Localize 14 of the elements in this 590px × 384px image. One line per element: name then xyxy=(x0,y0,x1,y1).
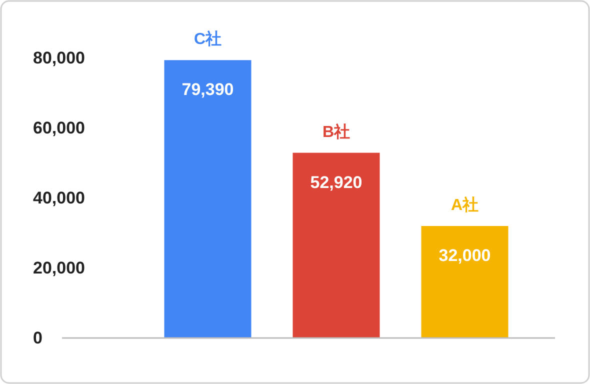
data-label: 52,920 xyxy=(310,172,362,192)
bar xyxy=(292,152,380,338)
bar xyxy=(164,60,252,338)
y-tick-label: 80,000 xyxy=(33,48,85,68)
y-tick-label: 40,000 xyxy=(33,188,85,208)
y-tick-label: 0 xyxy=(33,328,42,348)
y-tick-label: 20,000 xyxy=(33,258,85,278)
data-label: 32,000 xyxy=(438,246,491,265)
bar xyxy=(421,226,508,338)
x-tick-label: B社 xyxy=(322,122,350,141)
data-label: 79,390 xyxy=(182,80,234,100)
x-tick-label: A社 xyxy=(450,196,479,214)
y-tick-label: 60,000 xyxy=(33,118,85,138)
x-tick-label: C社 xyxy=(194,30,222,48)
